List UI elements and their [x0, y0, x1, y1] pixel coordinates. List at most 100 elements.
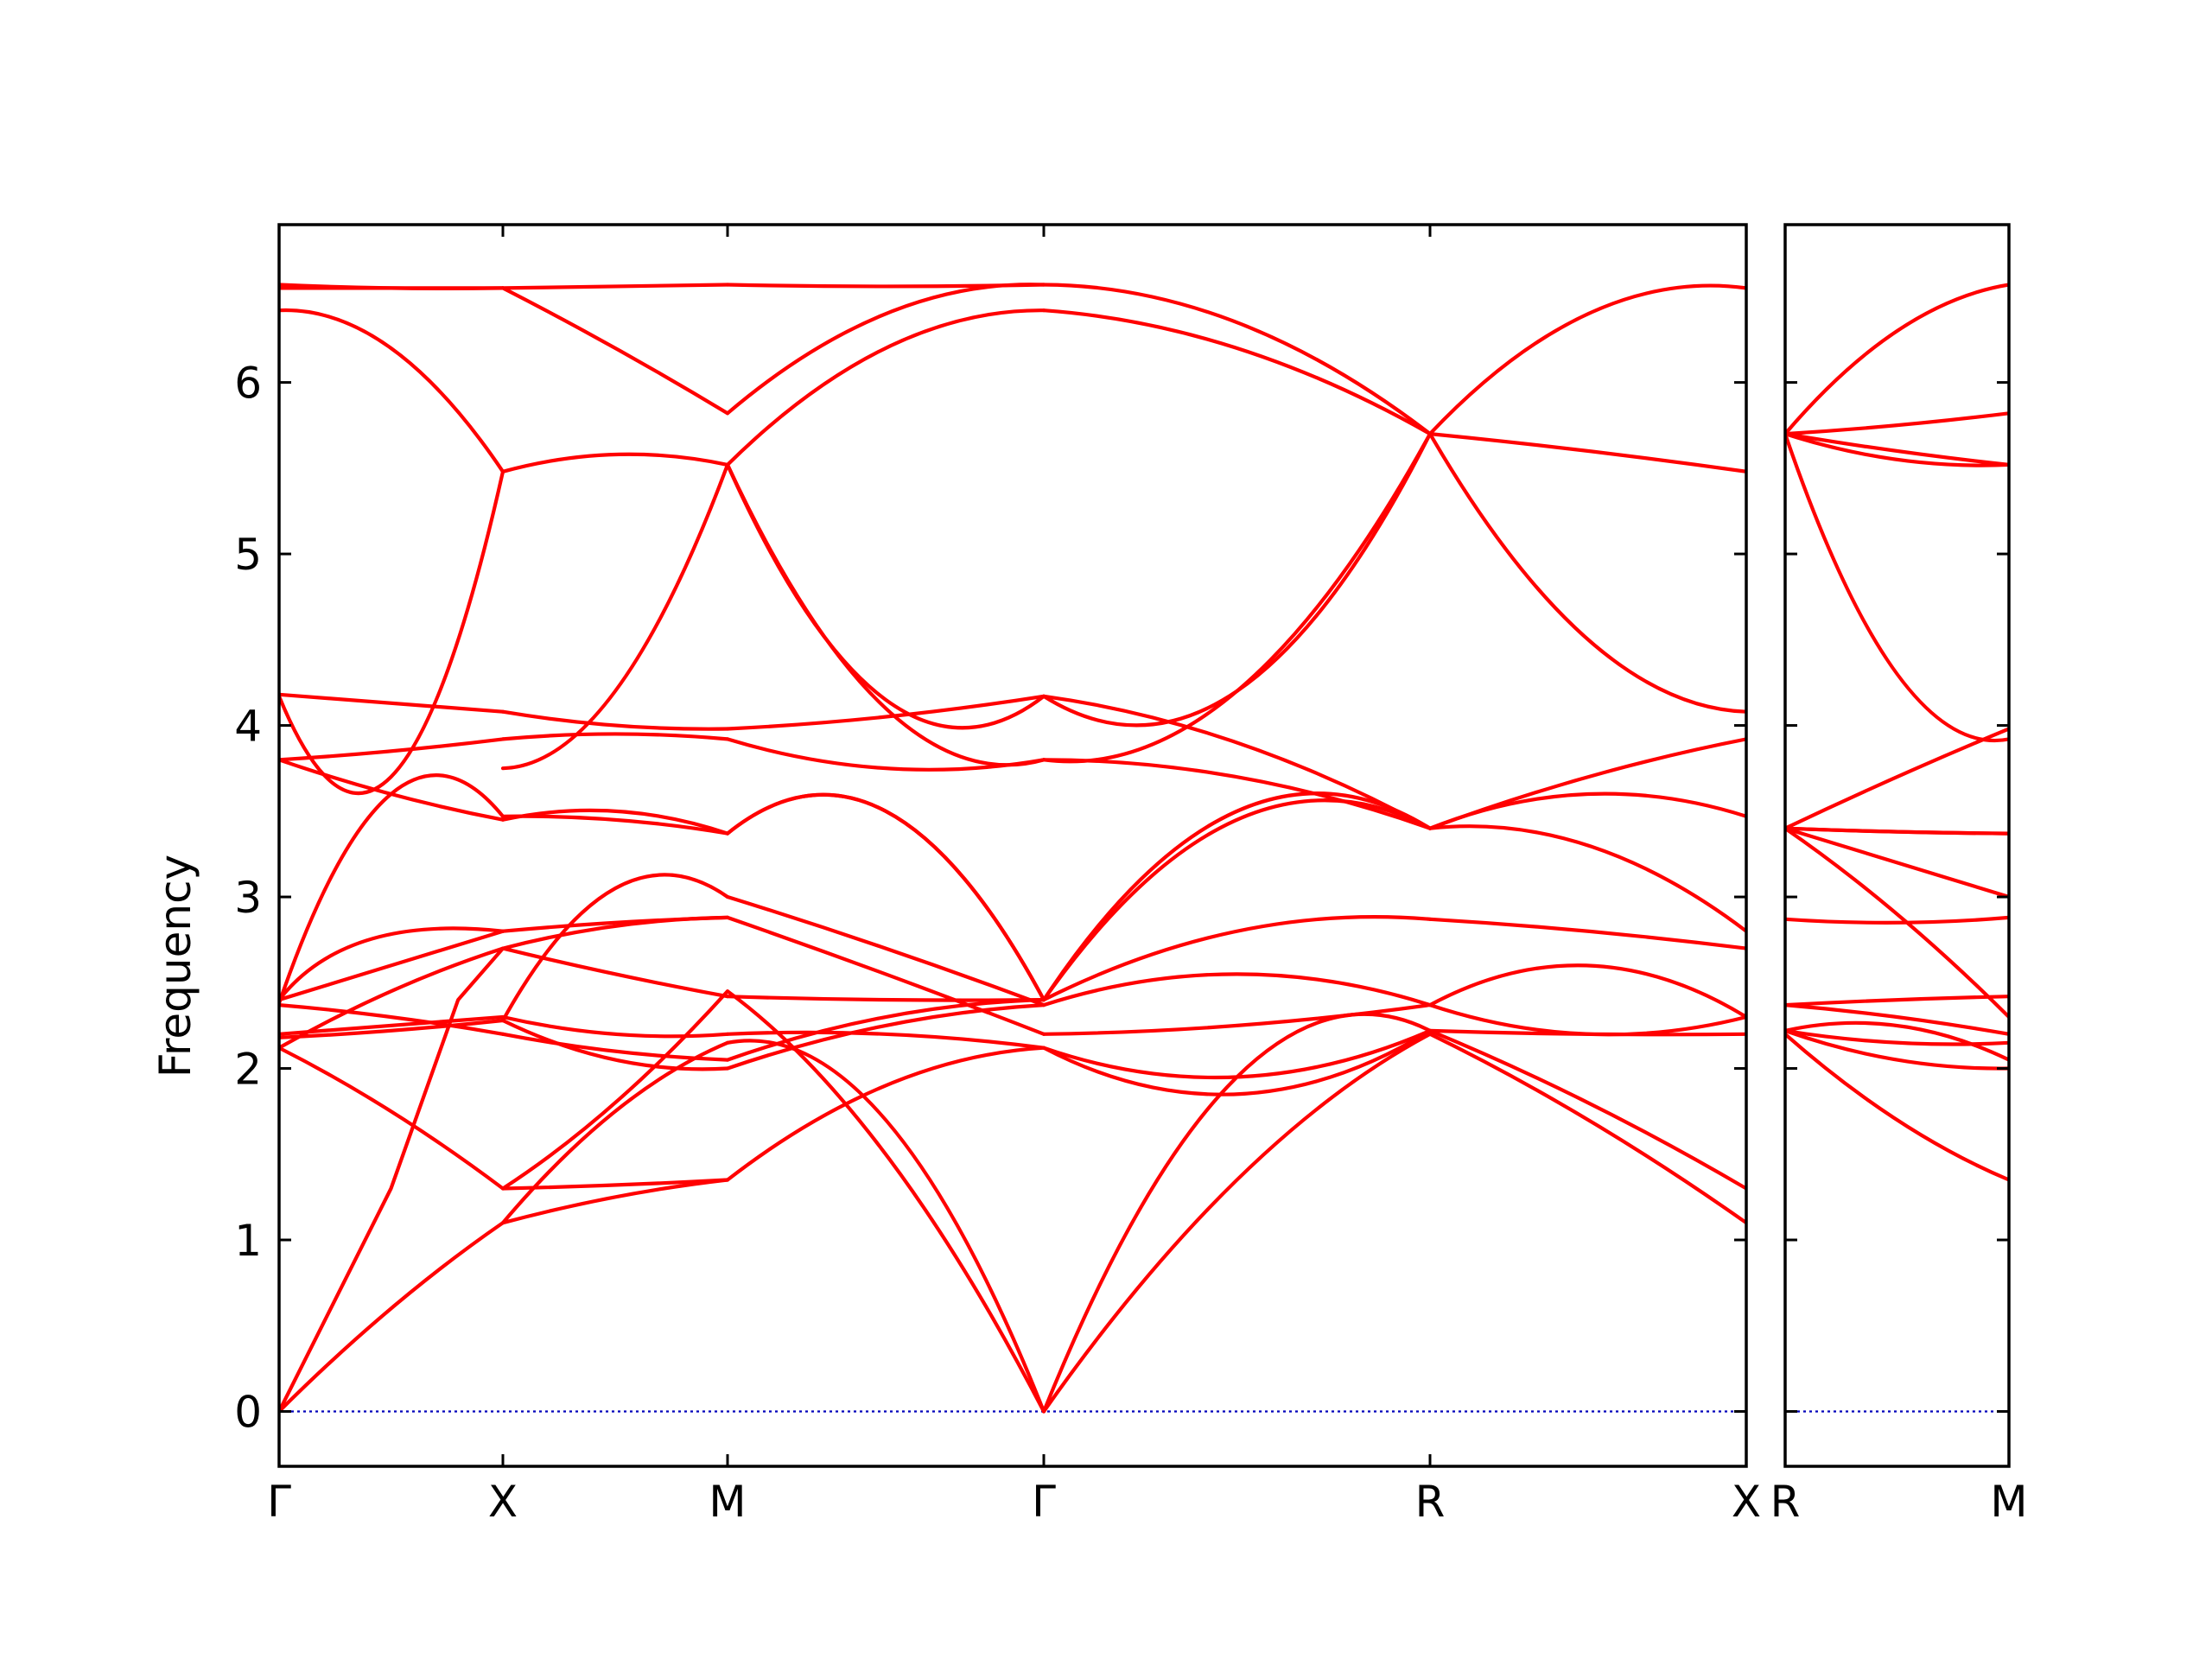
band-line-right-0-3 — [1785, 1020, 2009, 1062]
band-line-left-4-11 — [1427, 283, 1746, 436]
band-line-left-1-15 — [500, 462, 730, 771]
band-line-left-1-8 — [500, 873, 730, 1023]
band-line-left-2-3 — [725, 1003, 1046, 1071]
left-plot-frame — [277, 223, 1748, 1468]
band-line-left-2-13 — [725, 462, 1046, 730]
band-line-left-3-3 — [1041, 1028, 1433, 1080]
band-line-left-0-6 — [279, 1003, 505, 1036]
band-line-left-2-10 — [725, 792, 1046, 1002]
band-line-left-0-7 — [279, 929, 505, 1002]
band-line-left-4-0 — [1427, 1032, 1746, 1225]
left-x-tick-label: X — [488, 1477, 518, 1527]
y-tick-label: 6 — [234, 359, 262, 409]
band-line-left-0-1 — [279, 946, 505, 1414]
band-line-right-0-5 — [1785, 1003, 2009, 1036]
band-line-left-1-14 — [500, 709, 730, 731]
band-line-left-4-3 — [1427, 1003, 1746, 1037]
band-line-right-0-13 — [1785, 432, 2009, 467]
left-x-tick-label: M — [709, 1477, 746, 1527]
band-line-right-0-11 — [1785, 727, 2009, 830]
band-line-left-3-10 — [1041, 694, 1433, 830]
y-tick-label: 0 — [234, 1387, 262, 1437]
band-line-right-0-7 — [1785, 826, 2009, 1020]
band-line-left-2-9 — [725, 792, 1046, 1002]
band-line-left-3-0 — [1041, 1032, 1433, 1414]
band-line-left-2-1 — [725, 1039, 1046, 1414]
y-tick-label: 2 — [234, 1045, 262, 1095]
band-line-right-0-1 — [1785, 1028, 2009, 1071]
band-line-left-2-6 — [725, 995, 1046, 1002]
band-line-right-0-12 — [1785, 432, 2009, 742]
band-line-left-2-0 — [725, 1046, 1046, 1182]
band-line-left-4-10 — [1427, 432, 1746, 474]
band-line-left-3-12 — [1041, 432, 1433, 728]
band-line-left-1-6 — [500, 1014, 730, 1039]
band-line-left-2-5 — [725, 1030, 1046, 1050]
left-x-tick-label: R — [1415, 1477, 1446, 1527]
band-line-left-0-8 — [279, 926, 505, 1002]
band-line-right-0-2 — [1785, 1028, 2009, 1046]
band-line-left-4-6 — [1427, 824, 1746, 933]
band-line-left-3-6 — [1041, 915, 1433, 1002]
band-line-left-1-5 — [500, 1032, 730, 1062]
band-line-left-4-4 — [1427, 963, 1746, 1020]
band-line-left-1-13 — [500, 732, 730, 741]
band-line-left-1-16 — [500, 452, 730, 474]
band-line-right-0-14 — [1785, 432, 2009, 467]
band-line-left-4-8 — [1427, 737, 1746, 830]
band-line-left-1-7 — [500, 946, 730, 999]
band-line-left-0-4 — [279, 1018, 505, 1039]
y-axis-title: Frequency — [150, 855, 200, 1077]
band-line-left-2-14 — [725, 462, 1046, 767]
band-line-left-3-5 — [1041, 972, 1433, 1007]
y-tick-label: 4 — [234, 702, 262, 752]
band-line-left-4-9 — [1427, 432, 1746, 714]
band-line-right-0-6 — [1785, 915, 2009, 925]
band-line-left-1-3 — [500, 989, 730, 1191]
band-line-left-0-10 — [279, 758, 505, 822]
band-line-left-1-18 — [500, 283, 730, 290]
left-x-tick-label: X — [1732, 1477, 1761, 1527]
band-line-left-1-17 — [500, 286, 730, 416]
left-panel: Γ X M Γ R X 0 1 2 3 4 5 6 — [234, 223, 1761, 1527]
left-bands — [279, 283, 1746, 1414]
band-line-right-0-16 — [1785, 283, 2009, 436]
band-line-left-3-13 — [1041, 308, 1433, 436]
band-line-right-0-4 — [1785, 995, 2009, 1007]
band-line-left-4-5 — [1427, 917, 1746, 950]
band-line-left-0-14 — [279, 308, 505, 474]
left-x-tick-label: Γ — [267, 1477, 291, 1527]
band-line-right-0-15 — [1785, 411, 2009, 436]
band-line-left-3-7 — [1041, 798, 1433, 1002]
band-line-left-1-12 — [500, 808, 730, 836]
right-plot-frame — [1783, 223, 2011, 1468]
band-line-left-2-15 — [725, 308, 1046, 467]
band-line-left-0-2 — [279, 1046, 505, 1191]
band-line-left-1-10 — [500, 915, 730, 933]
band-line-left-4-1 — [1427, 1028, 1746, 1191]
band-line-left-1-0 — [500, 1178, 730, 1225]
band-line-left-0-5 — [279, 1014, 505, 1036]
left-x-tick-label: Γ — [1032, 1477, 1056, 1527]
band-line-left-0-12 — [279, 692, 505, 714]
right-x-tick-label: M — [1990, 1477, 2027, 1527]
band-line-left-2-7 — [725, 915, 1046, 1036]
band-line-left-3-14 — [1041, 283, 1433, 436]
band-line-left-2-2 — [725, 989, 1046, 1414]
band-line-left-0-13 — [279, 469, 505, 796]
band-line-left-1-4 — [500, 1018, 730, 1071]
band-line-left-0-0 — [279, 1221, 505, 1414]
band-line-left-3-2 — [1041, 1028, 1433, 1096]
band-line-left-0-11 — [279, 737, 505, 762]
band-line-left-2-8 — [725, 894, 1046, 1007]
band-line-left-3-4 — [1041, 1003, 1433, 1036]
band-line-right-0-0 — [1785, 1032, 2009, 1182]
band-line-left-3-8 — [1041, 791, 1433, 1002]
y-tick-label: 3 — [234, 873, 262, 923]
band-line-right-0-8 — [1785, 826, 2009, 899]
band-line-right-0-10 — [1785, 826, 2009, 836]
band-line-left-2-17 — [725, 283, 1046, 289]
right-bands — [1785, 283, 2009, 1182]
right-x-tick-label: R — [1770, 1477, 1801, 1527]
